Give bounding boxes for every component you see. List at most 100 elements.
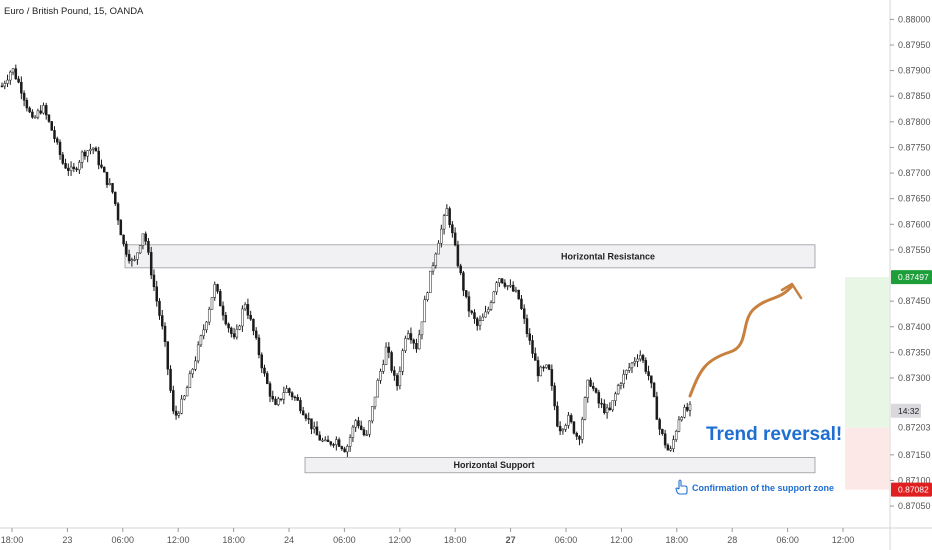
candle-body	[655, 396, 659, 420]
candle-body	[652, 382, 656, 397]
candle-body	[304, 414, 308, 419]
projection-arrow[interactable]	[688, 284, 794, 398]
candle-body	[241, 308, 244, 327]
candle-body	[246, 304, 250, 316]
candle-body	[64, 163, 67, 169]
time-tick-label: 27	[506, 535, 516, 545]
time-tick-label: 06:00	[555, 535, 578, 545]
candle-body	[227, 323, 230, 329]
time-axis[interactable]: 18:00 23 06:00 12:00 18:00 24 06:00 12:00 18:00 2…	[1, 528, 855, 545]
candle-body	[534, 353, 537, 361]
price-tick-label: 0.87950	[898, 40, 931, 50]
candle-body	[395, 375, 399, 387]
candle-body	[6, 79, 9, 84]
candle-body	[20, 81, 23, 94]
support-label: Horizontal Support	[454, 460, 535, 470]
candle-body	[199, 335, 203, 346]
candle-body	[50, 121, 53, 131]
candle-body	[578, 436, 581, 440]
candle-body	[592, 386, 595, 389]
time-tick-label: 06:00	[112, 535, 135, 545]
candle-body	[495, 282, 498, 293]
candle-body	[130, 259, 134, 262]
candle-body	[122, 234, 125, 245]
candle-body	[473, 312, 476, 319]
candle-body	[36, 110, 40, 118]
candle-body	[149, 252, 153, 276]
price-tick-label: 0.87400	[898, 322, 931, 332]
candle-body	[163, 325, 167, 342]
time-tick-label: 28	[727, 535, 737, 545]
candle-body	[196, 344, 200, 362]
candle-body	[373, 396, 377, 407]
candle-body	[359, 425, 363, 430]
candle-body	[564, 425, 567, 430]
candle-body	[296, 397, 299, 401]
candle-body	[382, 364, 385, 372]
candle-body	[583, 397, 587, 420]
candle-body	[550, 369, 554, 387]
resistance-zone[interactable]	[124, 244, 816, 269]
time-tick-label: 06:00	[776, 535, 799, 545]
candle-body	[80, 151, 84, 163]
candle-body	[346, 446, 349, 453]
loss-zone[interactable]	[845, 427, 889, 490]
price-tick-label: 0.87150	[898, 450, 931, 460]
candle-body	[384, 346, 388, 365]
candle-body	[489, 302, 493, 310]
candle-body	[572, 421, 576, 434]
candle-body	[119, 219, 123, 236]
candle-body	[324, 439, 327, 442]
price-axis[interactable]: 0.88000 0.87950 0.87900 0.87850 0.87800 0.877…	[890, 14, 931, 511]
candle-body	[321, 439, 324, 442]
candle-body	[475, 318, 479, 326]
candle-body	[180, 398, 183, 414]
time-tick-label: 12:00	[610, 535, 633, 545]
candle-body	[67, 167, 70, 171]
candle-body	[188, 373, 192, 388]
candle-body	[647, 371, 650, 377]
candle-body	[666, 444, 670, 451]
candle-body	[83, 151, 87, 157]
candle-body	[688, 403, 692, 411]
candle-body	[274, 398, 277, 405]
candle-body	[387, 346, 391, 353]
svg-text:14:32: 14:32	[898, 406, 920, 416]
candle-body	[161, 315, 164, 327]
price-tick-label: 0.87300	[898, 373, 931, 383]
candle-body	[641, 355, 645, 361]
candle-body	[318, 434, 322, 441]
time-tick-label: 18:00	[222, 535, 245, 545]
candle-body	[174, 410, 178, 416]
candle-body	[329, 441, 333, 445]
stop-price-badge: 0.87082	[891, 482, 932, 497]
candle-body	[39, 110, 42, 114]
time-tick-label: 18:00	[666, 535, 689, 545]
profit-zone[interactable]	[845, 277, 889, 428]
candle-body	[213, 284, 217, 298]
support-zone[interactable]	[304, 456, 816, 474]
candle-body	[282, 392, 286, 400]
candle-body	[368, 420, 371, 435]
time-tick-label: 12:00	[389, 535, 412, 545]
price-tick-label: 0.87700	[898, 168, 931, 178]
candle-body	[249, 314, 252, 320]
candle-body	[293, 396, 297, 399]
candle-body	[252, 318, 255, 332]
candle-body	[442, 215, 446, 230]
candle-body	[44, 105, 48, 116]
candle-body	[312, 426, 316, 430]
candle-body	[58, 141, 62, 155]
candle-body	[75, 168, 78, 171]
time-tick-label: 24	[284, 535, 294, 545]
candle-body	[603, 403, 606, 414]
time-tick-label: 18:00	[1, 535, 24, 545]
candle-body	[219, 291, 222, 307]
candle-body	[86, 150, 89, 157]
candle-body	[127, 254, 131, 262]
candle-body	[147, 241, 150, 253]
symbol-title: Euro / British Pound, 15, OANDA	[4, 6, 144, 17]
candle-body	[47, 114, 51, 122]
candle-body	[202, 329, 205, 337]
